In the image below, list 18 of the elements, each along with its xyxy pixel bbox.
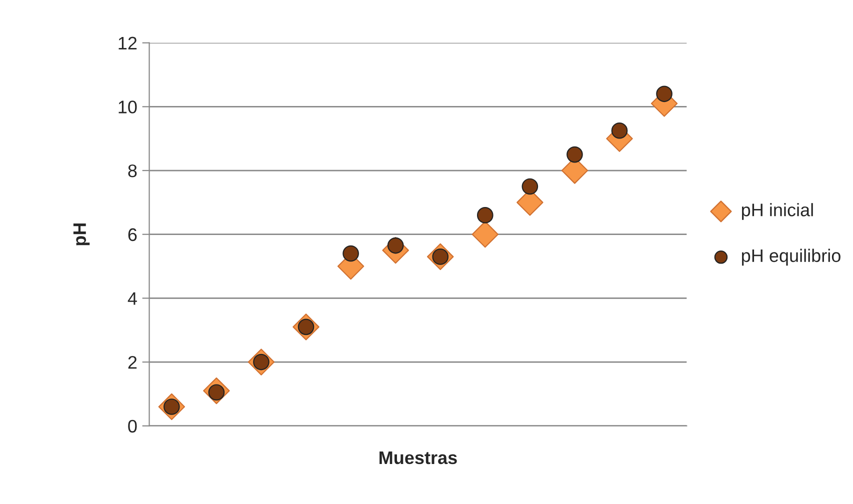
point (611, 122, 628, 139)
y-axis-title: pH (73, 224, 90, 246)
y-tick-label: 6 (128, 228, 137, 242)
y-tick-label: 0 (128, 420, 137, 433)
point (472, 221, 499, 248)
y-tick-label: 10 (118, 100, 137, 114)
point (566, 146, 583, 163)
legend-label: pH inicial (742, 203, 813, 220)
point (522, 178, 538, 195)
y-tick-label: 8 (128, 164, 137, 178)
legend-label: pH equilibrio (742, 248, 840, 266)
y-tick-label: 2 (128, 356, 137, 369)
y-tick-label: 4 (128, 292, 137, 305)
point (476, 207, 494, 224)
x-axis-title: Muestras (380, 452, 457, 464)
point (656, 86, 672, 102)
point (342, 245, 359, 262)
y-tick-label: 12 (118, 36, 137, 50)
